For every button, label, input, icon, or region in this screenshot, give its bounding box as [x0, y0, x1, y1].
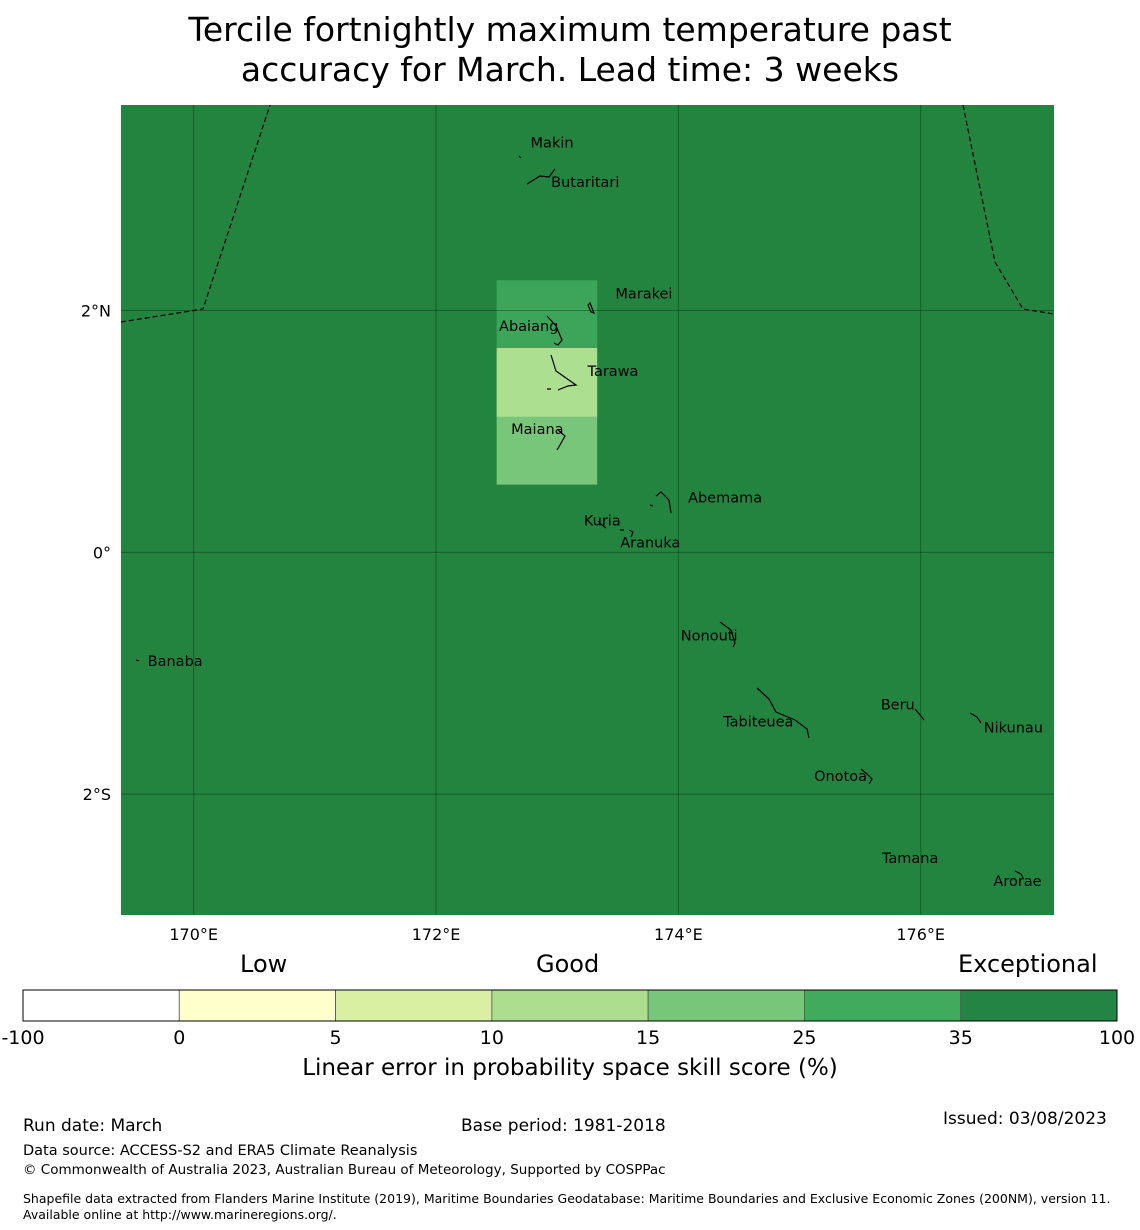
lon-tick-label: 172°E — [412, 925, 461, 944]
island-outline — [518, 155, 522, 159]
island-label: Beru — [881, 697, 915, 713]
colorbar-tick-label: -100 — [1, 1027, 44, 1049]
colorbar-segment — [22, 989, 180, 1022]
island-label: Banaba — [148, 654, 203, 670]
shapefile-note: Shapefile data extracted from Flanders M… — [23, 1191, 1111, 1222]
island-outline — [135, 659, 140, 662]
island-outline — [587, 301, 596, 314]
skill-cell — [496, 416, 598, 485]
colorbar-axis-title: Linear error in probability space skill … — [302, 1055, 838, 1081]
colorbar-tick-label: 100 — [1099, 1027, 1135, 1049]
title-line-2: accuracy for March. Lead time: 3 weeks — [240, 50, 900, 89]
island-label: Kuria — [584, 514, 621, 530]
skill-cell — [496, 280, 598, 348]
lat-tick-label: 2°S — [83, 785, 111, 804]
island-outline — [649, 504, 654, 507]
colorbar-tick-label: 10 — [480, 1027, 504, 1049]
copyright-notice: © Commonwealth of Australia 2023, Austra… — [23, 1162, 666, 1178]
run-date: Run date: March — [23, 1116, 163, 1136]
map-panel: Makin Butaritari Marakei Abaiang Tarawa Maian… — [81, 104, 1055, 944]
island-outline — [914, 708, 925, 721]
island-outline — [969, 712, 982, 724]
island-label: Arorae — [993, 874, 1041, 890]
colorbar: -100 0 5 10 15 25 35 100 — [1, 989, 1135, 1049]
eez-boundary — [120, 104, 271, 323]
colorbar-segment — [804, 989, 962, 1022]
colorbar-tick-label: 0 — [173, 1027, 185, 1049]
title-line-1: Tercile fortnightly maximum temperature … — [188, 10, 952, 49]
eez-boundary — [962, 104, 1055, 315]
lat-tick-label: 0° — [93, 543, 111, 562]
skill-cell — [496, 348, 598, 417]
data-source: Data source: ACCESS-S2 and ERA5 Climate … — [23, 1143, 418, 1159]
island-outline — [550, 354, 578, 391]
island-label: Abemama — [688, 491, 762, 507]
category-low-label: Low — [240, 950, 288, 978]
island-label: Marakei — [615, 286, 672, 302]
colorbar-frame — [22, 989, 1118, 1022]
island-outline — [1014, 870, 1024, 879]
lon-tick-label: 170°E — [169, 925, 218, 944]
colorbar-segment — [960, 989, 1118, 1022]
category-good-label: Good — [536, 950, 600, 978]
colorbar-segment — [335, 989, 493, 1022]
island-label: Maiana — [511, 422, 563, 438]
island-label: Onotoa — [814, 769, 867, 785]
lon-tick-label: 174°E — [654, 925, 703, 944]
map-figure: Makin Butaritari Marakei Abaiang Tarawa Maian… — [1, 104, 1135, 1049]
colorbar-tick-label: 35 — [949, 1027, 973, 1049]
lat-tick-label: 2°N — [81, 302, 111, 321]
island-outline — [526, 168, 556, 185]
base-period: Base period: 1981-2018 — [461, 1116, 666, 1136]
island-outline — [655, 491, 672, 514]
island-label: Tarawa — [587, 364, 639, 380]
lon-tick-label: 176°E — [896, 925, 945, 944]
island-label: Makin — [531, 135, 574, 151]
colorbar-segment — [491, 989, 649, 1022]
island-outline — [719, 621, 736, 648]
colorbar-segment — [647, 989, 805, 1022]
island-outline — [756, 687, 810, 739]
island-outline — [597, 520, 607, 529]
page-title: Tercile fortnightly maximum temperature … — [0, 10, 1140, 90]
island-label: Nikunau — [984, 720, 1043, 736]
colorbar-segment — [178, 989, 336, 1022]
island-outline — [546, 315, 563, 346]
island-label: Nonouti — [681, 629, 738, 645]
island-outline — [860, 768, 873, 785]
island-label: Abaiang — [499, 319, 558, 335]
island-label: Butaritari — [551, 175, 619, 191]
island-outline — [628, 529, 634, 538]
category-exceptional-label: Exceptional — [958, 950, 1098, 978]
island-label: Tamana — [881, 851, 938, 867]
map-background — [121, 105, 1054, 915]
colorbar-tick-label: 5 — [330, 1027, 342, 1049]
island-outline — [556, 429, 566, 451]
colorbar-tick-label: 25 — [792, 1027, 816, 1049]
issued-date: Issued: 03/08/2023 — [943, 1109, 1107, 1129]
island-label: Tabiteuea — [722, 714, 793, 730]
island-label: Aranuka — [620, 535, 680, 551]
colorbar-tick-label: 15 — [636, 1027, 660, 1049]
